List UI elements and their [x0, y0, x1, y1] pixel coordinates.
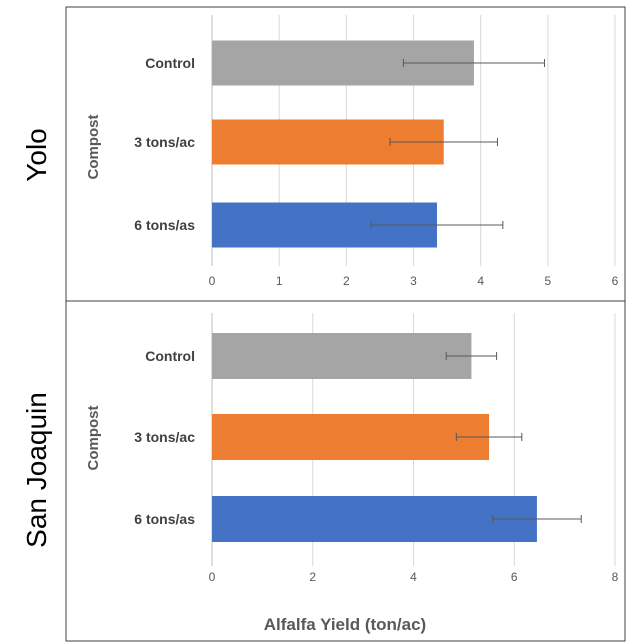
san-joaquin-ylabel: Compost [85, 406, 102, 471]
yolo-category-label: 6 tons/as [134, 217, 195, 233]
san-joaquin-chart: 0 2 4 6 8 Control 3 tons/ac 6 tons/as [134, 313, 619, 584]
san-joaquin-category-label: 3 tons/ac [134, 429, 195, 445]
san-joaquin-bar-6-tons-as [212, 496, 537, 542]
yolo-x-tick-label: 1 [276, 274, 283, 288]
x-axis-title: Alfalfa Yield (ton/ac) [264, 615, 426, 634]
yolo-category-label: 3 tons/ac [134, 134, 195, 150]
san-joaquin-x-tick-label: 2 [309, 570, 316, 584]
yolo-x-tick-label: 6 [612, 274, 619, 288]
san-joaquin-bar-control [212, 333, 472, 379]
region-label-san-joaquin: San Joaquin [21, 392, 52, 548]
region-label-yolo: Yolo [21, 128, 52, 181]
yolo-ylabel: Compost [85, 115, 102, 180]
yolo-x-tick-label: 4 [477, 274, 484, 288]
san-joaquin-category-label: 6 tons/as [134, 511, 195, 527]
san-joaquin-x-tick-label: 6 [511, 570, 518, 584]
yolo-x-tick-label: 3 [410, 274, 417, 288]
yolo-x-tick-label: 5 [544, 274, 551, 288]
san-joaquin-panel-frame [65, 300, 626, 642]
yolo-category-label: Control [145, 55, 195, 71]
san-joaquin-bar-3-tons-ac [212, 414, 490, 460]
san-joaquin-x-tick-label: 8 [612, 570, 619, 584]
san-joaquin-category-label: Control [145, 348, 195, 364]
yolo-x-tick-label: 0 [209, 274, 216, 288]
yolo-x-tick-label: 2 [343, 274, 350, 288]
san-joaquin-x-tick-label: 0 [209, 570, 216, 584]
yolo-chart: 0 1 2 3 4 5 6 Control 3 tons/ac 6 tons/as [134, 15, 619, 288]
san-joaquin-x-tick-label: 4 [410, 570, 417, 584]
